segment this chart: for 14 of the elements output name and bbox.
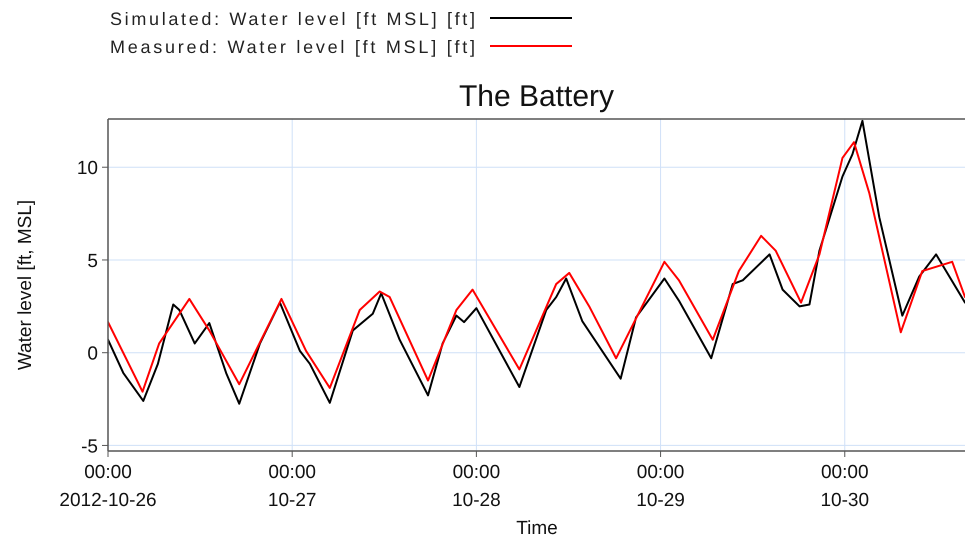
y-tick-label: 10 — [76, 158, 98, 180]
y-tick-label: 0 — [87, 344, 98, 365]
x-tick-label: 00:00 10-29 — [636, 462, 685, 511]
y-tick-label: 5 — [87, 250, 98, 272]
x-tick-label: 00:00 10-30 — [820, 462, 870, 511]
x-tick-label: 00:00 10-28 — [452, 462, 501, 511]
x-tick-label: 00:00 10-27 — [268, 462, 316, 511]
x-tick-label: 00:00 2012-10-26 — [59, 462, 157, 511]
chart-title: The Battery — [458, 80, 614, 113]
y-tick-label: -5 — [81, 436, 98, 458]
y-axis-title: Water level [ft, MSL] — [15, 200, 36, 370]
legend-label: Measured: Water level [ft MSL] [ft] — [110, 37, 475, 57]
x-axis-title: Time — [516, 518, 558, 539]
legend-label: Simulated: Water level [ft MSL] [ft] — [110, 9, 475, 29]
